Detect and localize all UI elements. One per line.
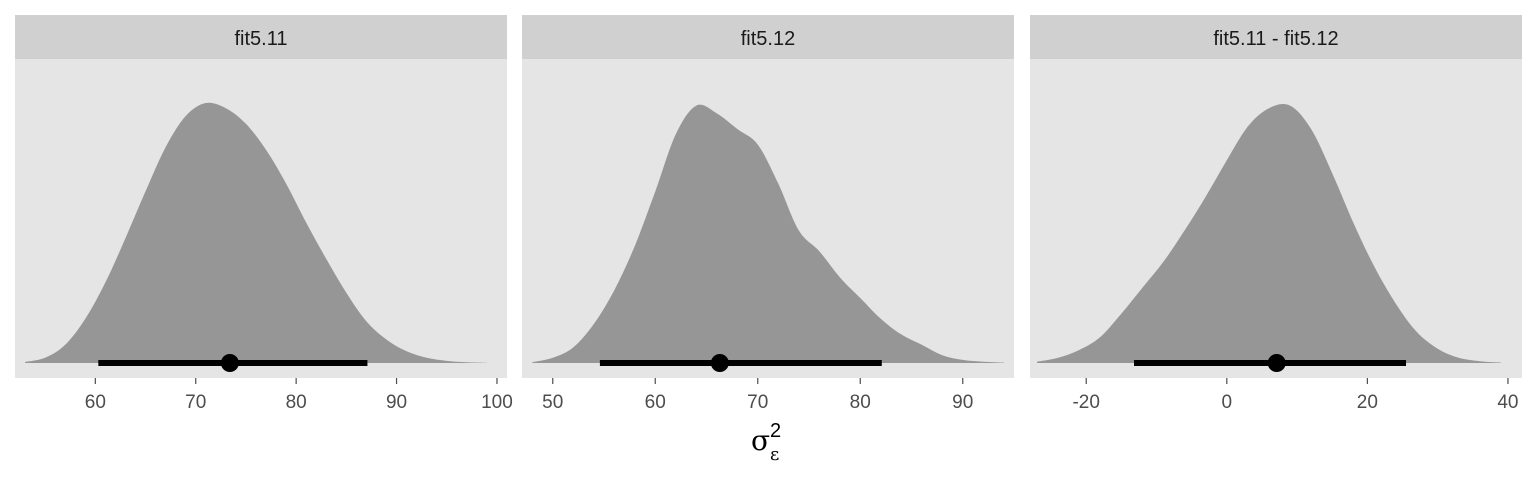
facet-strip-label: fit5.11 [235, 28, 288, 50]
density-area [532, 104, 1004, 363]
density-area [25, 102, 487, 363]
facet-strip-label: fit5.12 [741, 28, 795, 50]
x-tick-label: 80 [850, 392, 871, 413]
x-tick-label: 90 [386, 392, 407, 413]
point-estimate [220, 354, 239, 372]
facet-panel: fit5.12 50 60 70 80 90 [522, 15, 1014, 413]
facet-strip-label: fit5.11 - fit5.12 [1213, 28, 1338, 50]
point-estimate [710, 354, 729, 372]
density-area [1037, 103, 1501, 363]
facet-strip [1030, 15, 1522, 59]
x-tick-label: 0 [1222, 392, 1233, 413]
x-axis-label-symbol: σ [751, 424, 770, 457]
x-tick-label: 20 [1357, 392, 1378, 413]
x-axis-label: σ ε 2 [751, 420, 781, 465]
x-axis-label-superscript: 2 [770, 420, 781, 442]
x-axis-label-subscript: ε [770, 444, 779, 465]
x-tick-label: 70 [747, 392, 768, 413]
x-tick-label: 80 [286, 392, 307, 413]
point-estimate [1267, 354, 1286, 372]
x-tick-label: 60 [85, 392, 106, 413]
x-tick-label: 70 [185, 392, 206, 413]
x-tick-label: 90 [952, 392, 973, 413]
facet-strip [15, 15, 507, 59]
facet-strip [522, 15, 1014, 59]
x-tick-label: 60 [645, 392, 666, 413]
x-tick-label: 50 [542, 392, 563, 413]
facet-panel: fit5.11 60 70 80 90 100 [15, 15, 513, 413]
x-tick-label: -20 [1072, 392, 1099, 413]
facet-panel: fit5.11 - fit5.12 -20 0 20 40 [1030, 15, 1522, 413]
x-tick-label: 100 [481, 392, 513, 413]
x-tick-label: 40 [1497, 392, 1518, 413]
